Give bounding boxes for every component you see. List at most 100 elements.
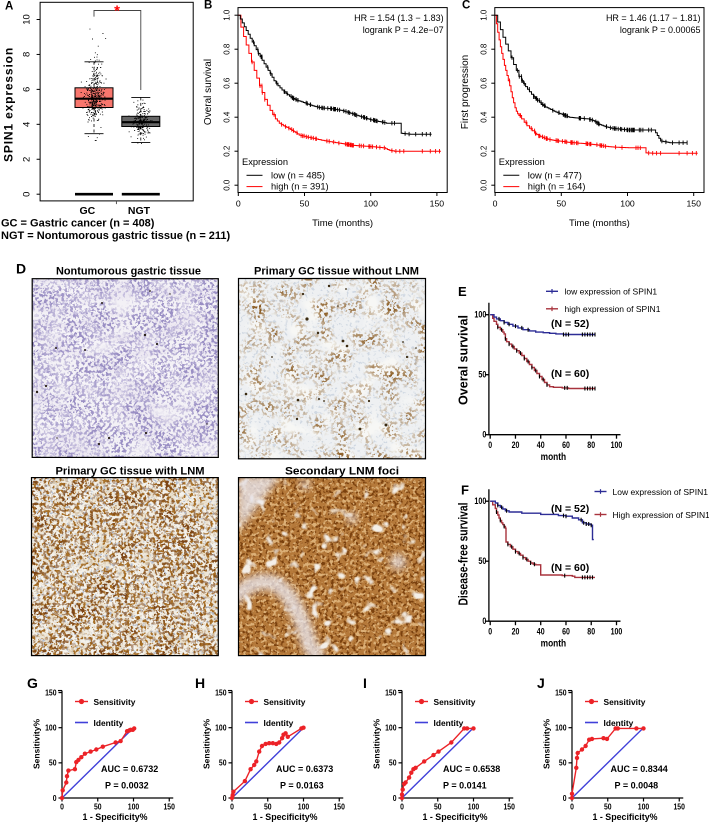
svg-text:100: 100 bbox=[128, 803, 140, 812]
svg-text:Expression: Expression bbox=[242, 157, 288, 167]
svg-text:100: 100 bbox=[385, 724, 397, 733]
svg-text:high (n = 164): high (n = 164) bbox=[528, 182, 586, 192]
svg-text:I: I bbox=[363, 675, 367, 691]
svg-text:0.0: 0.0 bbox=[223, 179, 232, 191]
svg-text:high expression of SPIN1: high expression of SPIN1 bbox=[565, 304, 661, 314]
svg-text:G: G bbox=[27, 675, 38, 691]
svg-text:AUC = 0.6732: AUC = 0.6732 bbox=[101, 764, 158, 774]
svg-text:4: 4 bbox=[22, 122, 33, 127]
svg-text:100: 100 bbox=[298, 803, 310, 812]
svg-text:150: 150 bbox=[686, 199, 701, 209]
svg-text:1.0: 1.0 bbox=[479, 9, 488, 21]
svg-text:0.8: 0.8 bbox=[223, 43, 232, 55]
svg-text:(N = 52): (N = 52) bbox=[551, 318, 589, 330]
svg-text:0: 0 bbox=[493, 199, 498, 209]
svg-text:150: 150 bbox=[555, 688, 567, 697]
svg-text:100: 100 bbox=[468, 803, 480, 812]
svg-text:50: 50 bbox=[478, 556, 486, 566]
svg-text:0: 0 bbox=[563, 794, 567, 803]
svg-text:P = 0.0141: P = 0.0141 bbox=[443, 781, 487, 791]
svg-text:Time (months): Time (months) bbox=[569, 218, 630, 229]
svg-text:150: 150 bbox=[164, 803, 176, 812]
svg-text:month: month bbox=[541, 638, 567, 650]
svg-text:0: 0 bbox=[400, 803, 404, 812]
svg-text:50: 50 bbox=[94, 803, 102, 812]
svg-text:50: 50 bbox=[49, 759, 57, 768]
svg-text:0: 0 bbox=[482, 430, 486, 440]
svg-text:P = 0.0163: P = 0.0163 bbox=[280, 781, 324, 791]
svg-text:Sensitivity: Sensitivity bbox=[264, 697, 306, 707]
svg-text:Nontumorous gastric tissue: Nontumorous gastric tissue bbox=[56, 266, 201, 278]
svg-text:Sensitivity%: Sensitivity% bbox=[542, 719, 552, 770]
svg-text:80: 80 bbox=[587, 440, 595, 450]
svg-text:100: 100 bbox=[611, 627, 623, 637]
svg-text:10: 10 bbox=[22, 14, 33, 25]
svg-text:Disease-free survival: Disease-free survival bbox=[457, 503, 471, 606]
svg-text:50: 50 bbox=[604, 803, 612, 812]
svg-text:8: 8 bbox=[22, 52, 33, 57]
svg-text:(N = 52): (N = 52) bbox=[551, 503, 589, 515]
svg-text:0: 0 bbox=[230, 803, 234, 812]
svg-text:(N = 60): (N = 60) bbox=[551, 368, 589, 380]
svg-text:50: 50 bbox=[389, 759, 397, 768]
svg-text:(N = 60): (N = 60) bbox=[551, 562, 589, 574]
svg-text:GC = Gastric cancer (n = 408): GC = Gastric cancer (n = 408) bbox=[1, 218, 155, 230]
svg-text:First progression: First progression bbox=[460, 55, 471, 129]
svg-text:100: 100 bbox=[45, 724, 57, 733]
svg-text:High expression of SPIN1: High expression of SPIN1 bbox=[613, 510, 709, 520]
svg-text:0: 0 bbox=[53, 794, 57, 803]
svg-text:Sensitivity: Sensitivity bbox=[94, 697, 136, 707]
svg-text:Identity: Identity bbox=[94, 718, 124, 728]
svg-text:50: 50 bbox=[478, 370, 486, 380]
svg-text:Overal survival: Overal survival bbox=[203, 59, 214, 125]
svg-text:P = 0.0048: P = 0.0048 bbox=[615, 781, 659, 791]
svg-text:150: 150 bbox=[504, 803, 516, 812]
svg-text:NGT = Nontumorous gastric tiss: NGT = Nontumorous gastric tissue (n = 21… bbox=[1, 230, 231, 242]
svg-text:Expression: Expression bbox=[499, 157, 545, 167]
svg-text:HR = 1.46 (1.17 − 1.81): HR = 1.46 (1.17 − 1.81) bbox=[606, 13, 701, 23]
svg-text:100: 100 bbox=[215, 724, 227, 733]
svg-text:GC: GC bbox=[80, 205, 96, 217]
svg-text:Low expression of SPIN1: Low expression of SPIN1 bbox=[613, 487, 709, 497]
svg-text:Sensitivity: Sensitivity bbox=[604, 697, 646, 707]
svg-text:0.4: 0.4 bbox=[479, 111, 488, 123]
svg-text:100: 100 bbox=[611, 440, 623, 450]
svg-text:Primary GC tissue without LNM: Primary GC tissue without LNM bbox=[254, 266, 419, 278]
svg-text:150: 150 bbox=[45, 688, 57, 697]
svg-text:low (n = 485): low (n = 485) bbox=[271, 170, 325, 180]
svg-text:month: month bbox=[541, 451, 567, 463]
svg-text:low expression of SPIN1: low expression of SPIN1 bbox=[565, 287, 658, 297]
svg-text:100: 100 bbox=[474, 310, 486, 320]
svg-text:150: 150 bbox=[215, 688, 227, 697]
svg-text:40: 40 bbox=[537, 440, 545, 450]
svg-text:A: A bbox=[5, 0, 13, 12]
svg-text:0: 0 bbox=[488, 627, 492, 637]
svg-text:1 - Specificity%: 1 - Specificity% bbox=[83, 812, 148, 822]
svg-text:*: * bbox=[114, 3, 120, 20]
svg-text:logrank P = 0.00065: logrank P = 0.00065 bbox=[620, 25, 701, 35]
svg-text:2: 2 bbox=[22, 157, 33, 162]
svg-text:Identity: Identity bbox=[264, 718, 294, 728]
svg-text:Identity: Identity bbox=[604, 718, 634, 728]
svg-text:50: 50 bbox=[300, 199, 310, 209]
svg-text:Identity: Identity bbox=[434, 718, 464, 728]
svg-text:150: 150 bbox=[674, 803, 686, 812]
svg-text:50: 50 bbox=[264, 803, 272, 812]
svg-text:1 - Specificity%: 1 - Specificity% bbox=[253, 812, 318, 822]
svg-text:0.0: 0.0 bbox=[479, 179, 488, 191]
svg-text:AUC = 0.6538: AUC = 0.6538 bbox=[443, 764, 500, 774]
svg-text:J: J bbox=[537, 675, 545, 691]
svg-text:0.2: 0.2 bbox=[479, 145, 488, 157]
svg-text:0: 0 bbox=[570, 803, 574, 812]
svg-text:Sensitivity%: Sensitivity% bbox=[202, 719, 212, 770]
svg-text:100: 100 bbox=[555, 724, 567, 733]
svg-text:0: 0 bbox=[236, 199, 241, 209]
svg-text:Secondary LNM foci: Secondary LNM foci bbox=[285, 466, 399, 478]
svg-text:P = 0.0032: P = 0.0032 bbox=[105, 781, 149, 791]
svg-text:1.0: 1.0 bbox=[223, 9, 232, 21]
svg-text:AUC = 0.8344: AUC = 0.8344 bbox=[611, 764, 668, 774]
svg-text:0: 0 bbox=[393, 794, 397, 803]
svg-text:C: C bbox=[462, 0, 470, 12]
svg-text:Time (months): Time (months) bbox=[312, 218, 373, 229]
svg-text:100: 100 bbox=[620, 199, 635, 209]
